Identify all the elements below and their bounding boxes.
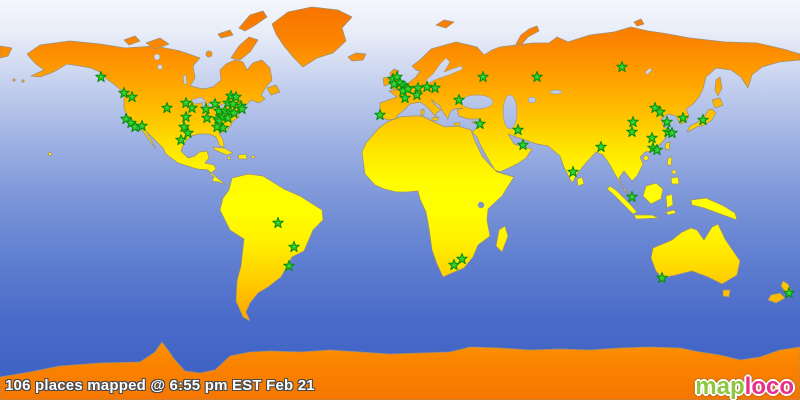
landmass-madagascar xyxy=(495,225,509,253)
landmass-sardinia xyxy=(420,108,425,116)
landmass-mindanao xyxy=(670,176,680,185)
landmass-luzon xyxy=(666,156,673,167)
landmass-aleutian-2 xyxy=(21,79,25,83)
landmass-new-guinea xyxy=(690,197,738,221)
landmass-north-america xyxy=(26,40,273,186)
aral-sea xyxy=(527,96,537,104)
landmass-antarctica xyxy=(0,341,800,400)
lake-superior xyxy=(190,96,208,105)
landmass-eurasia xyxy=(379,26,800,198)
lake-baikal xyxy=(644,67,653,76)
landmass-cuba xyxy=(212,146,234,156)
landmass-tasmania xyxy=(722,289,731,298)
landmass-devon-island xyxy=(217,29,234,39)
landmass-svalbard xyxy=(435,19,455,29)
landmass-sulawesi xyxy=(665,193,674,209)
landmasses xyxy=(0,6,800,400)
landmass-visayas xyxy=(671,169,677,175)
landmass-baffin-island xyxy=(230,36,259,61)
black-sea xyxy=(460,94,494,110)
landmass-aleutian-1 xyxy=(12,78,16,82)
landmass-sri-lanka xyxy=(576,176,585,187)
lake-victoria xyxy=(477,201,485,209)
landmass-hainan xyxy=(643,155,649,161)
logo-loco-part: loco xyxy=(744,373,794,400)
landmass-timor xyxy=(665,209,677,216)
landmass-sumatra xyxy=(606,185,638,215)
caspian-sea xyxy=(502,94,518,130)
great-bear-lake xyxy=(153,53,161,61)
landmass-chukotka-wrap xyxy=(0,45,13,59)
landmass-hispaniola xyxy=(237,153,248,160)
landmass-jamaica xyxy=(227,156,231,160)
landmass-southampton-island xyxy=(205,50,213,58)
landmass-sicily xyxy=(431,116,440,122)
landmass-puerto-rico xyxy=(251,155,255,159)
landmass-africa xyxy=(361,115,515,278)
status-text: 106 places mapped @ 6:55 pm EST Feb 21 xyxy=(5,377,315,394)
logo-map-part: map xyxy=(695,373,745,400)
baltic-sea xyxy=(425,57,464,84)
landmass-novaya-zemlya xyxy=(515,25,540,46)
landmass-south-america xyxy=(219,173,324,322)
landmass-crete xyxy=(453,122,461,127)
landmass-greenland xyxy=(271,6,353,68)
landmass-newfoundland xyxy=(266,84,281,96)
great-slave-lake xyxy=(157,64,163,70)
landmass-victoria-island xyxy=(145,37,170,50)
landmass-iceland xyxy=(347,52,367,62)
landmass-australia xyxy=(650,223,741,285)
landmass-nz-south-island xyxy=(767,292,786,304)
landmass-hokkaido xyxy=(711,97,724,109)
landmass-severnaya-zemlya xyxy=(633,18,645,27)
landmass-sakhalin xyxy=(714,76,723,97)
maploco-logo[interactable]: maploco xyxy=(695,374,794,400)
lake-balkhash xyxy=(549,89,563,95)
landmass-borneo xyxy=(642,182,664,205)
landmass-taiwan xyxy=(664,141,671,151)
lake-winnipeg xyxy=(182,74,188,85)
landmass-java xyxy=(633,214,660,220)
landmass-banks-island xyxy=(123,35,141,46)
landmass-hawaii xyxy=(48,152,52,156)
landmass-ellesmere-island xyxy=(238,10,268,32)
